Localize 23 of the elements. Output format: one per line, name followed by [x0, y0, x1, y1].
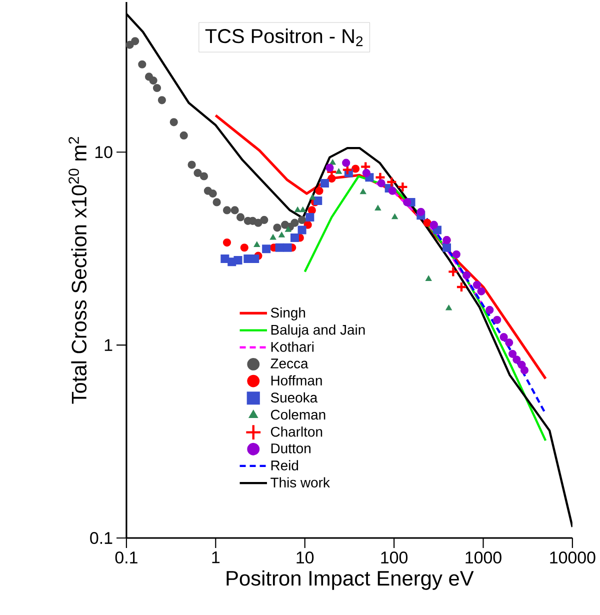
- x-tick-label: 0.1: [115, 552, 138, 564]
- legend-label: Coleman: [270, 409, 325, 420]
- y-tick-label: 1: [104, 339, 112, 351]
- legend-label: Singh: [270, 307, 305, 320]
- x-tick-label: 1: [212, 552, 220, 564]
- y-tick-label: 10: [95, 146, 112, 158]
- legend-label: Sueoka: [270, 392, 318, 403]
- x-tick-label: 10000: [550, 552, 596, 564]
- x-axis-title: Positron Impact Energy eV: [226, 570, 474, 590]
- y-axis-title: Total Cross Section x10$^{20}$ m$^{2}$: [68, 137, 86, 404]
- x-tick-label: 100: [380, 552, 408, 564]
- x-tick-label: 10: [296, 552, 314, 564]
- legend-label: Dutton: [271, 444, 310, 454]
- legend-label: Reid: [271, 460, 298, 470]
- legend-label: This work: [270, 477, 330, 488]
- legend-label: Kothari: [271, 342, 314, 352]
- legend-label: Baluja and Jain: [271, 324, 364, 338]
- legend-label: Charlton: [270, 426, 322, 437]
- y-tick-label: 0.1: [90, 532, 112, 544]
- text: TCS Positron - N$_{2}$: [205, 28, 362, 46]
- legend-label: Hoffman: [271, 375, 322, 386]
- legend-label: Zecca: [270, 358, 308, 368]
- x-tick-label: 1000: [465, 552, 502, 564]
